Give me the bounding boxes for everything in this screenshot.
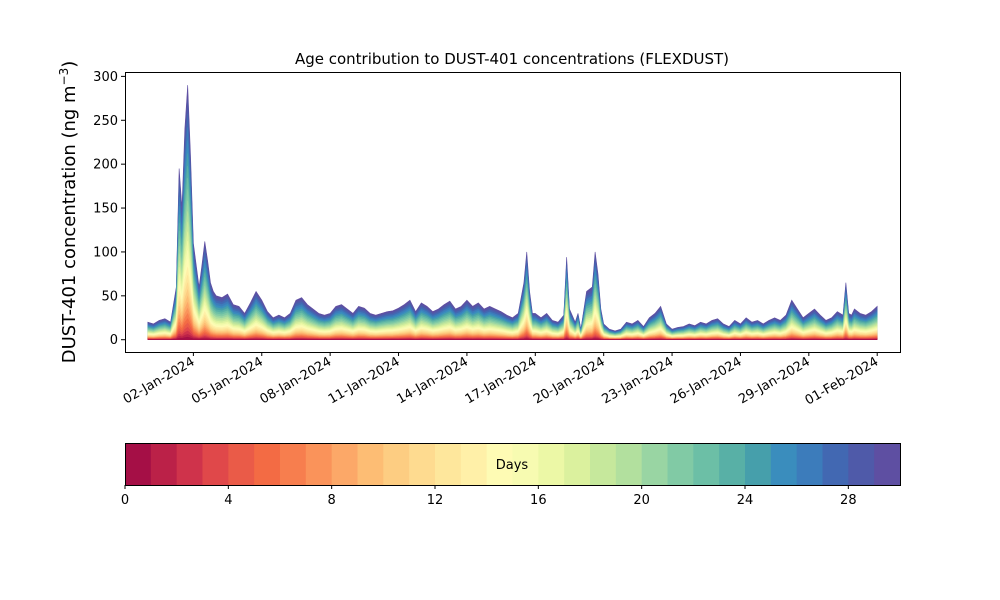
y-axis-label: DUST-401 concentration (ng m−3) bbox=[57, 61, 80, 364]
colorbar-cell bbox=[590, 443, 617, 485]
y-tick-label: 300 bbox=[93, 70, 118, 85]
colorbar-cell bbox=[202, 443, 229, 485]
colorbar-cell bbox=[564, 443, 591, 485]
x-tick-label: 26-Jan-2024 bbox=[668, 354, 745, 407]
colorbar-cell bbox=[331, 443, 359, 485]
x-tick-label: 20-Jan-2024 bbox=[531, 354, 608, 407]
colorbar-cell bbox=[280, 443, 307, 485]
colorbar-cell bbox=[641, 443, 669, 485]
plot-area bbox=[125, 72, 901, 353]
colorbar-cell bbox=[667, 443, 694, 485]
colorbar-cell bbox=[796, 443, 824, 485]
colorbar-tick-label: 24 bbox=[737, 493, 754, 508]
x-tick-label: 17-Jan-2024 bbox=[463, 354, 540, 407]
colorbar-cell bbox=[822, 443, 849, 485]
y-axis-label-close: ) bbox=[59, 61, 80, 68]
colorbar: Days 0 4 8 12 16 20 24 28 bbox=[121, 443, 901, 508]
colorbar-tick-label: 28 bbox=[840, 493, 857, 508]
colorbar-tick-label: 0 bbox=[121, 493, 129, 508]
x-tick-label: 01-Feb-2024 bbox=[803, 354, 882, 408]
colorbar-cells bbox=[125, 443, 901, 485]
y-tick-label: 50 bbox=[101, 289, 118, 304]
age-layer-0 bbox=[147, 336, 878, 341]
colorbar-ticks: 0 4 8 12 16 20 24 28 bbox=[121, 485, 857, 508]
colorbar-cell bbox=[383, 443, 410, 485]
y-axis-label-main: DUST-401 concentration (ng m bbox=[59, 85, 80, 363]
stacked-area-layers bbox=[147, 85, 878, 341]
colorbar-cell bbox=[486, 443, 514, 485]
colorbar-tick-label: 12 bbox=[427, 493, 444, 508]
colorbar-cell bbox=[357, 443, 384, 485]
colorbar-cell bbox=[305, 443, 333, 485]
colorbar-cell bbox=[719, 443, 746, 485]
colorbar-cell bbox=[435, 443, 462, 485]
x-tick-label: 23-Jan-2024 bbox=[599, 354, 676, 407]
colorbar-cell bbox=[770, 443, 798, 485]
colorbar-tick-label: 20 bbox=[633, 493, 650, 508]
colorbar-cell bbox=[228, 443, 255, 485]
y-axis: 0 50 100 150 200 250 300 bbox=[93, 70, 125, 348]
colorbar-frame bbox=[125, 443, 901, 486]
colorbar-cell bbox=[125, 443, 152, 485]
plot-frame bbox=[125, 72, 901, 353]
x-tick-label: 14-Jan-2024 bbox=[394, 354, 471, 407]
colorbar-cell bbox=[512, 443, 539, 485]
colorbar-cell bbox=[745, 443, 772, 485]
y-tick-label: 0 bbox=[110, 333, 118, 348]
colorbar-cell bbox=[254, 443, 281, 485]
x-tick-label: 05-Jan-2024 bbox=[189, 354, 266, 407]
colorbar-cell bbox=[848, 443, 875, 485]
colorbar-tick-label: 4 bbox=[224, 493, 232, 508]
colorbar-cell bbox=[460, 443, 488, 485]
y-axis-label-exponent: −3 bbox=[57, 68, 71, 86]
y-tick-label: 150 bbox=[93, 202, 118, 217]
x-tick-label: 11-Jan-2024 bbox=[326, 354, 403, 407]
colorbar-label: Days bbox=[496, 458, 529, 473]
colorbar-cell bbox=[538, 443, 565, 485]
colorbar-cell bbox=[874, 443, 901, 485]
colorbar-cell bbox=[693, 443, 720, 485]
colorbar-tick-label: 16 bbox=[530, 493, 547, 508]
chart-title: Age contribution to DUST-401 concentrati… bbox=[295, 50, 729, 68]
colorbar-cell bbox=[176, 443, 204, 485]
colorbar-tick-label: 8 bbox=[328, 493, 336, 508]
colorbar-cell bbox=[615, 443, 643, 485]
colorbar-cell bbox=[409, 443, 436, 485]
colorbar-cell bbox=[150, 443, 178, 485]
y-tick-label: 200 bbox=[93, 158, 118, 173]
y-tick-label: 100 bbox=[93, 245, 118, 260]
x-tick-label: 29-Jan-2024 bbox=[736, 354, 813, 407]
y-tick-label: 250 bbox=[93, 114, 118, 129]
x-axis: 02-Jan-202405-Jan-202408-Jan-202411-Jan-… bbox=[121, 352, 881, 408]
x-tick-label: 02-Jan-2024 bbox=[121, 354, 198, 407]
x-tick-label: 08-Jan-2024 bbox=[258, 354, 335, 407]
